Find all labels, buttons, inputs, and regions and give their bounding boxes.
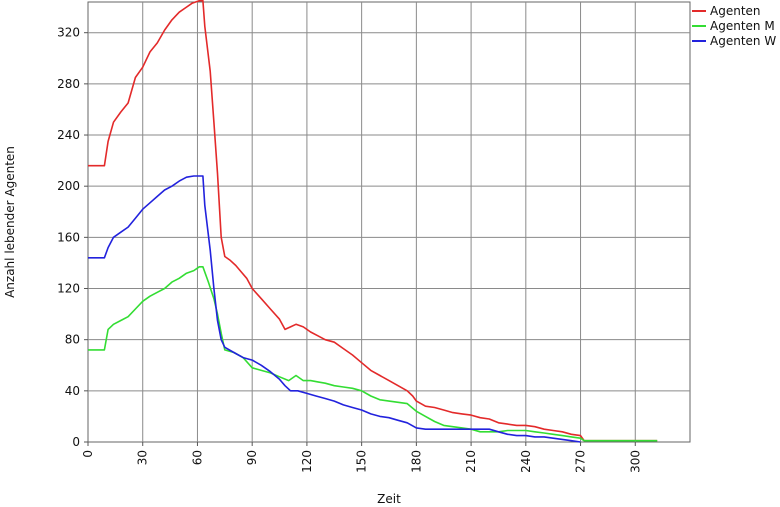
x-tick-label: 240 bbox=[519, 450, 533, 473]
y-tick-label: 0 bbox=[72, 435, 80, 449]
x-tick-label: 0 bbox=[81, 450, 95, 458]
y-tick-label: 80 bbox=[65, 333, 80, 347]
series-line-agenten-w bbox=[88, 175, 581, 443]
y-tick-label: 200 bbox=[57, 179, 80, 193]
series-line-agenten-m bbox=[88, 266, 658, 442]
y-tick-label: 240 bbox=[57, 128, 80, 142]
plot-area bbox=[87, 1, 691, 443]
series-line-agenten bbox=[88, 0, 658, 442]
legend-label: Agenten bbox=[710, 4, 761, 18]
x-tick-label: 210 bbox=[464, 450, 478, 473]
x-axis-label: Zeit bbox=[377, 492, 401, 506]
x-tick-label: 150 bbox=[355, 450, 369, 473]
axes: 0 40 80 120 160 200 240 280 320 0 30 60 90 120 150 180 2… bbox=[57, 26, 642, 473]
legend-label: Agenten M bbox=[710, 19, 775, 33]
x-tick-label: 30 bbox=[136, 450, 150, 465]
x-tick-label: 90 bbox=[245, 450, 259, 465]
x-tick-label: 60 bbox=[190, 450, 204, 465]
x-tick-label: 120 bbox=[300, 450, 314, 473]
y-tick-label: 280 bbox=[57, 77, 80, 91]
y-tick-label: 120 bbox=[57, 282, 80, 296]
legend-label: Agenten W bbox=[710, 34, 776, 48]
y-tick-label: 320 bbox=[57, 26, 80, 40]
x-tick-label: 270 bbox=[574, 450, 588, 473]
x-tick-label: 180 bbox=[409, 450, 423, 473]
grid bbox=[88, 2, 690, 442]
x-tick-label: 300 bbox=[628, 450, 642, 473]
y-tick-label: 160 bbox=[57, 230, 80, 244]
y-tick-label: 40 bbox=[65, 384, 80, 398]
y-axis-label: Anzahl lebender Agenten bbox=[3, 146, 17, 298]
series-group bbox=[88, 0, 658, 443]
